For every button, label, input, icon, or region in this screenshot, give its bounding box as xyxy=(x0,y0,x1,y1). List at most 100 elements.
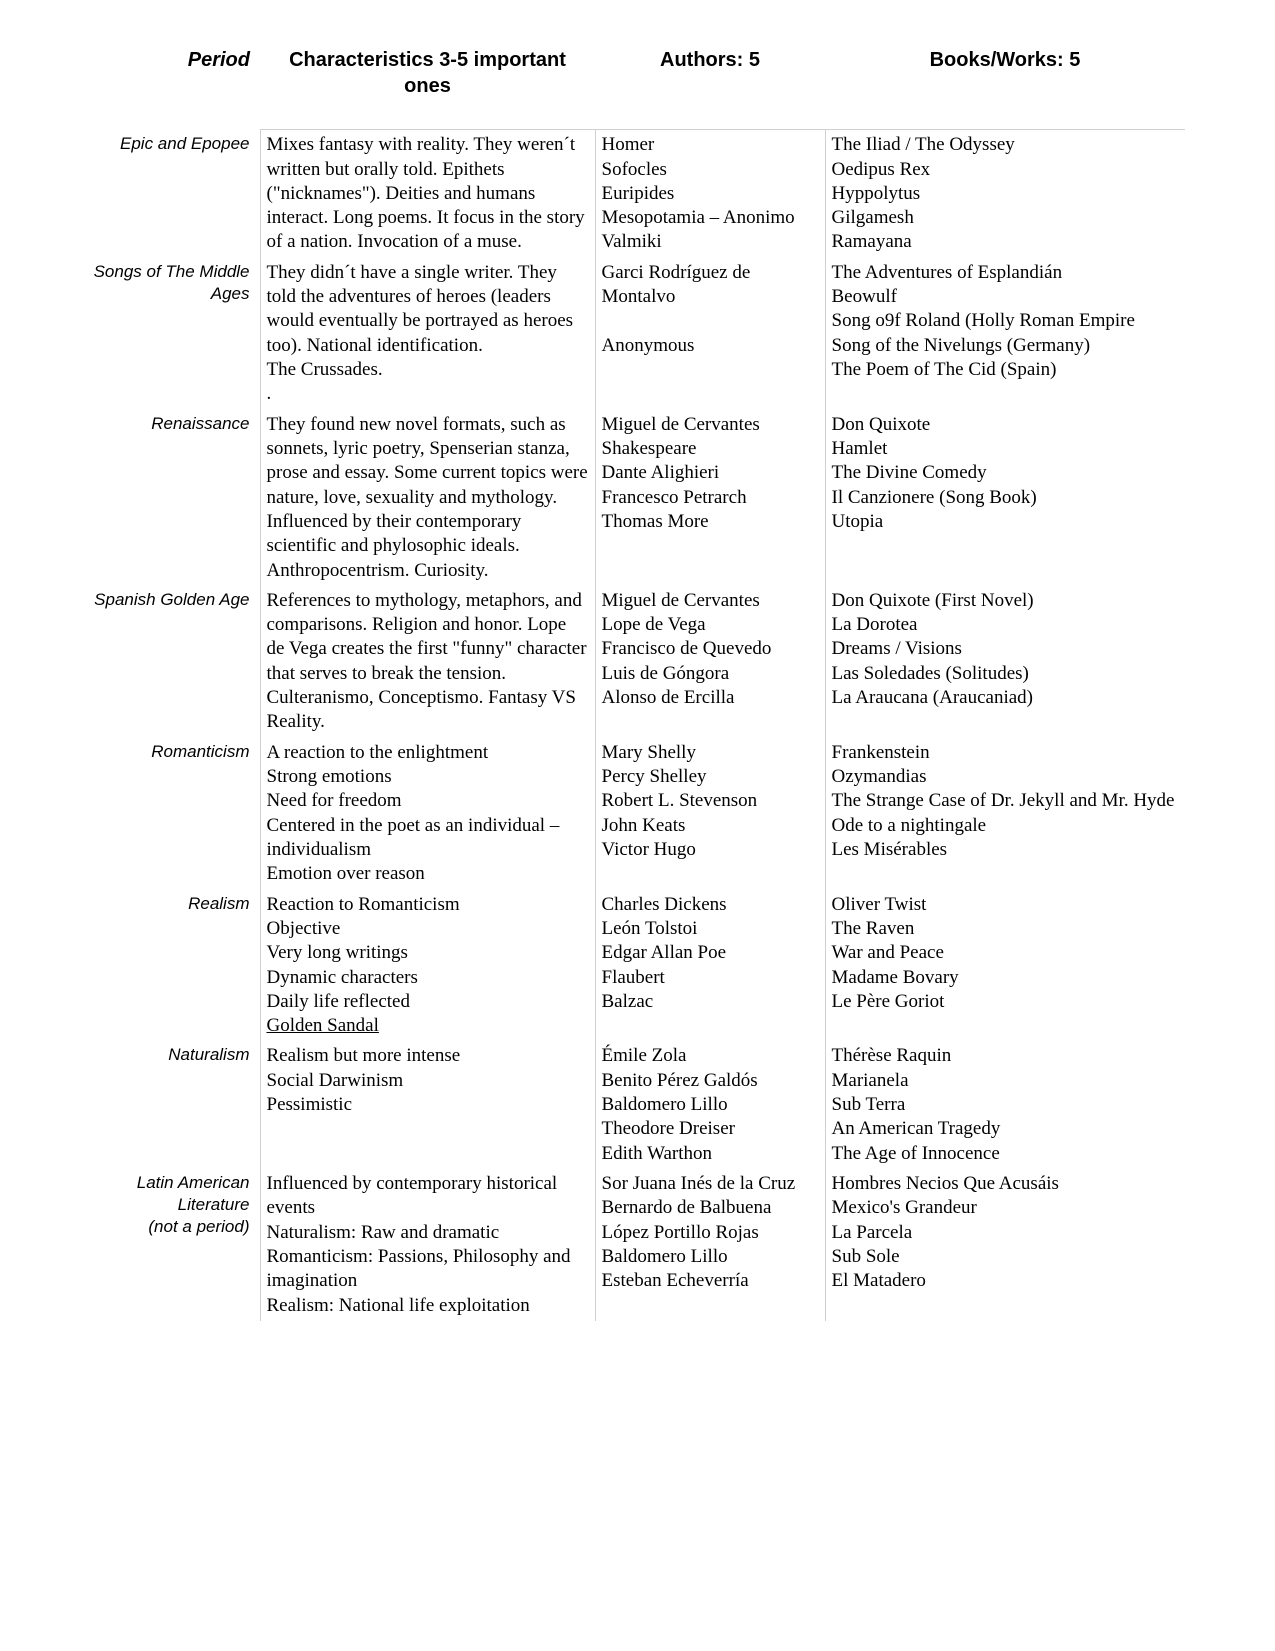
author-text: Percy Shelley xyxy=(602,765,819,789)
characteristic-text: Mixes fantasy with reality. They weren´t… xyxy=(267,133,589,255)
table-row: Epic and EpopeeMixes fantasy with realit… xyxy=(90,130,1185,258)
period-label: Naturalism xyxy=(90,1044,250,1066)
work-text: Marianela xyxy=(832,1069,1180,1093)
author-text: López Portillo Rojas xyxy=(602,1221,819,1245)
cell-period: Romanticism xyxy=(90,738,260,890)
work-text: Don Quixote (First Novel) xyxy=(832,589,1180,613)
work-text: The Iliad / The Odyssey xyxy=(832,133,1180,157)
characteristic-text: Social Darwinism xyxy=(267,1069,589,1093)
work-text: Utopia xyxy=(832,510,1180,534)
work-text: The Raven xyxy=(832,917,1180,941)
characteristic-text: Daily life reflected xyxy=(267,990,589,1014)
work-text: Ramayana xyxy=(832,230,1180,254)
author-text: Euripides xyxy=(602,182,819,206)
work-text: Les Misérables xyxy=(832,838,1180,862)
characteristic-text: Reaction to Romanticism xyxy=(267,893,589,917)
cell-characteristics: They found new novel formats, such as so… xyxy=(260,410,595,586)
cell-authors: Miguel de CervantesLope de VegaFrancisco… xyxy=(595,586,825,738)
cell-authors: Sor Juana Inés de la CruzBernardo de Bal… xyxy=(595,1169,825,1321)
author-text: Garci Rodríguez de Montalvo xyxy=(602,261,819,310)
cell-works: The Adventures of EsplandiánBeowulfSong … xyxy=(825,258,1185,410)
work-text: La Dorotea xyxy=(832,613,1180,637)
table-row: Spanish Golden AgeReferences to mytholog… xyxy=(90,586,1185,738)
characteristic-text: The Crussades. xyxy=(267,358,589,382)
characteristic-text: Dynamic characters xyxy=(267,966,589,990)
work-text: The Adventures of Esplandián xyxy=(832,261,1180,285)
work-text: Beowulf xyxy=(832,285,1180,309)
work-text: The Poem of The Cid (Spain) xyxy=(832,358,1180,382)
cell-authors: Mary ShellyPercy ShelleyRobert L. Steven… xyxy=(595,738,825,890)
work-text: Song o9f Roland (Holly Roman Empire xyxy=(832,309,1180,333)
cell-works: Don QuixoteHamletThe Divine ComedyIl Can… xyxy=(825,410,1185,586)
author-text: León Tolstoi xyxy=(602,917,819,941)
author-text: Luis de Góngora xyxy=(602,662,819,686)
work-text: Song of the Nivelungs (Germany) xyxy=(832,334,1180,358)
author-text: Balzac xyxy=(602,990,819,1014)
author-text: Esteban Echeverría xyxy=(602,1269,819,1293)
characteristic-text: Need for freedom xyxy=(267,789,589,813)
author-text: John Keats xyxy=(602,814,819,838)
characteristic-text: Realism: National life exploitation xyxy=(267,1294,589,1318)
work-text: Frankenstein xyxy=(832,741,1180,765)
cell-period: Renaissance xyxy=(90,410,260,586)
cell-characteristics: They didn´t have a single writer. They t… xyxy=(260,258,595,410)
cell-works: Thérèse RaquinMarianelaSub TerraAn Ameri… xyxy=(825,1041,1185,1169)
cell-period: Naturalism xyxy=(90,1041,260,1169)
work-text: Ode to a nightingale xyxy=(832,814,1180,838)
cell-works: Oliver TwistThe RavenWar and PeaceMadame… xyxy=(825,890,1185,1042)
characteristic-text: Emotion over reason xyxy=(267,862,589,886)
author-text: Benito Pérez Galdós xyxy=(602,1069,819,1093)
characteristic-text: Pessimistic xyxy=(267,1093,589,1117)
author-text: Victor Hugo xyxy=(602,838,819,862)
cell-authors: Émile ZolaBenito Pérez GaldósBaldomero L… xyxy=(595,1041,825,1169)
work-text: Hombres Necios Que Acusáis xyxy=(832,1172,1180,1196)
cell-characteristics: Reaction to RomanticismObjectiveVery lon… xyxy=(260,890,595,1042)
cell-works: FrankensteinOzymandiasThe Strange Case o… xyxy=(825,738,1185,890)
author-text: Sor Juana Inés de la Cruz xyxy=(602,1172,819,1196)
header-period: Period xyxy=(90,48,260,99)
characteristic-text: Very long writings xyxy=(267,941,589,965)
header-authors: Authors: 5 xyxy=(595,48,825,99)
cell-period: Realism xyxy=(90,890,260,1042)
author-text: Baldomero Lillo xyxy=(602,1245,819,1269)
author-text: Miguel de Cervantes xyxy=(602,413,819,437)
work-text: Dreams / Visions xyxy=(832,637,1180,661)
characteristic-text: Strong emotions xyxy=(267,765,589,789)
author-text: Flaubert xyxy=(602,966,819,990)
author-text: Mesopotamia – Anonimo xyxy=(602,206,819,230)
author-text: Alonso de Ercilla xyxy=(602,686,819,710)
characteristic-text: A reaction to the enlightment xyxy=(267,741,589,765)
author-text: Robert L. Stevenson xyxy=(602,789,819,813)
table-row: RealismReaction to RomanticismObjectiveV… xyxy=(90,890,1185,1042)
author-text: Thomas More xyxy=(602,510,819,534)
period-label: Romanticism xyxy=(90,741,250,763)
characteristic-text: Romanticism: Passions, Philosophy and im… xyxy=(267,1245,589,1294)
author-text: Edith Warthon xyxy=(602,1142,819,1166)
characteristic-text: They found new novel formats, such as so… xyxy=(267,413,589,583)
work-text: Sub Sole xyxy=(832,1245,1180,1269)
work-text: Ozymandias xyxy=(832,765,1180,789)
author-text: Francesco Petrarch xyxy=(602,486,819,510)
author-text: Anonymous xyxy=(602,334,819,358)
author-text: Baldomero Lillo xyxy=(602,1093,819,1117)
period-label: Latin American Literature xyxy=(90,1172,250,1216)
work-text: Gilgamesh xyxy=(832,206,1180,230)
author-text: Valmiki xyxy=(602,230,819,254)
cell-period: Spanish Golden Age xyxy=(90,586,260,738)
work-text: La Parcela xyxy=(832,1221,1180,1245)
author-text: Theodore Dreiser xyxy=(602,1117,819,1141)
author-text: Lope de Vega xyxy=(602,613,819,637)
cell-characteristics: Mixes fantasy with reality. They weren´t… xyxy=(260,130,595,258)
characteristic-text: . xyxy=(267,382,589,406)
work-text: Oliver Twist xyxy=(832,893,1180,917)
work-text: Hamlet xyxy=(832,437,1180,461)
cell-characteristics: Realism but more intenseSocial Darwinism… xyxy=(260,1041,595,1169)
author-text: Charles Dickens xyxy=(602,893,819,917)
cell-authors: Charles DickensLeón TolstoiEdgar Allan P… xyxy=(595,890,825,1042)
literature-table: Epic and EpopeeMixes fantasy with realit… xyxy=(90,129,1185,1321)
period-label: Spanish Golden Age xyxy=(90,589,250,611)
characteristic-text: Naturalism: Raw and dramatic xyxy=(267,1221,589,1245)
work-text: Mexico's Grandeur xyxy=(832,1196,1180,1220)
cell-works: Hombres Necios Que AcusáisMexico's Grand… xyxy=(825,1169,1185,1321)
characteristic-text: Objective xyxy=(267,917,589,941)
